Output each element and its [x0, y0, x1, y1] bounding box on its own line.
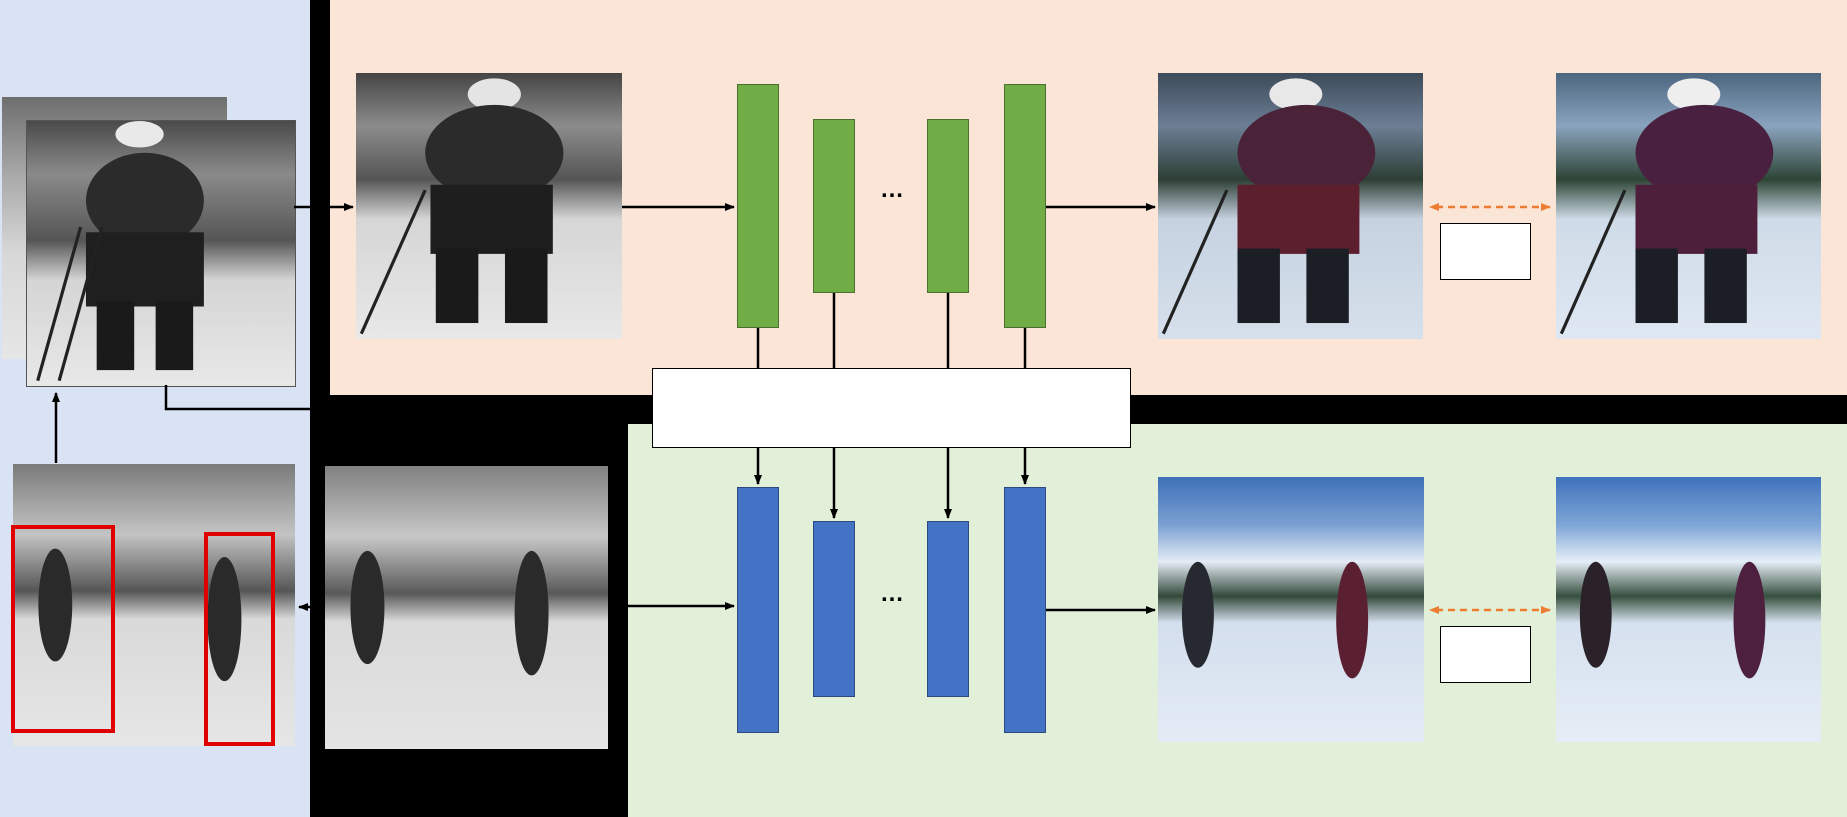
instance-crop-front-photo — [26, 120, 296, 387]
full-image-network-layer-2 — [813, 521, 855, 697]
line-stack-bracket — [164, 385, 330, 411]
full-image-ground-truth-photo — [1556, 477, 1821, 742]
full-image-colorized-output-photo — [1158, 477, 1424, 742]
instance-network-layer-1 — [737, 84, 779, 328]
instance-network-ellipsis: … — [880, 176, 906, 203]
instance-loss-box — [1440, 223, 1531, 280]
full-image-loss-box — [1440, 626, 1531, 683]
full-image-network-layer-4 — [1004, 487, 1046, 733]
grayscale-instance-photo — [356, 73, 622, 339]
bounding-box-person-1 — [11, 525, 115, 733]
grayscale-full-image-photo — [325, 466, 608, 749]
instance-network-layer-3 — [927, 119, 969, 293]
instance-network-layer-2 — [813, 119, 855, 293]
bounding-box-person-2 — [204, 532, 275, 746]
full-image-network-ellipsis: … — [880, 580, 906, 607]
instance-colorized-output-photo — [1158, 73, 1423, 339]
instance-network-layer-4 — [1004, 84, 1046, 328]
instance-ground-truth-photo — [1556, 73, 1821, 339]
full-image-network-layer-3 — [927, 521, 969, 697]
fusion-module-box — [652, 368, 1131, 448]
grayscale-input-with-boxes-photo — [13, 464, 295, 746]
full-image-network-layer-1 — [737, 487, 779, 733]
